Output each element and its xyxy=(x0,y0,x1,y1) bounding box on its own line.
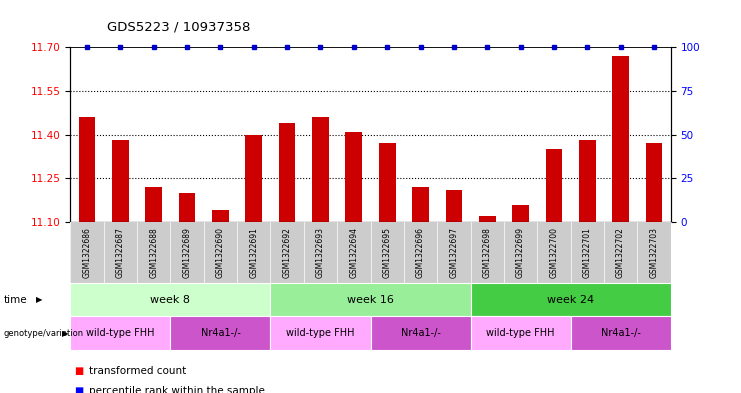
Text: wild-type FHH: wild-type FHH xyxy=(486,328,555,338)
Bar xyxy=(412,187,429,222)
Text: GSM1322691: GSM1322691 xyxy=(249,227,259,278)
Text: GSM1322695: GSM1322695 xyxy=(382,227,392,278)
Text: GSM1322702: GSM1322702 xyxy=(616,227,625,278)
Text: genotype/variation: genotype/variation xyxy=(4,329,84,338)
Text: percentile rank within the sample: percentile rank within the sample xyxy=(89,386,265,393)
Bar xyxy=(245,135,262,222)
Text: GSM1322686: GSM1322686 xyxy=(82,227,92,278)
Text: GSM1322693: GSM1322693 xyxy=(316,227,325,278)
Bar xyxy=(545,149,562,222)
Text: GSM1322692: GSM1322692 xyxy=(282,227,292,278)
Bar xyxy=(345,132,362,222)
Text: ▶: ▶ xyxy=(62,329,68,338)
Text: wild-type FHH: wild-type FHH xyxy=(86,328,155,338)
Text: GSM1322688: GSM1322688 xyxy=(149,227,159,278)
Bar xyxy=(212,210,229,222)
Text: ■: ■ xyxy=(74,386,83,393)
Text: week 24: week 24 xyxy=(547,295,594,305)
Bar xyxy=(112,140,129,222)
Bar xyxy=(79,117,96,222)
Text: GSM1322700: GSM1322700 xyxy=(549,227,559,278)
Bar xyxy=(579,140,596,222)
Text: GSM1322701: GSM1322701 xyxy=(582,227,592,278)
Text: GSM1322694: GSM1322694 xyxy=(349,227,359,278)
Text: ■: ■ xyxy=(74,366,83,376)
Text: GSM1322690: GSM1322690 xyxy=(216,227,225,278)
Bar xyxy=(279,123,296,222)
Text: wild-type FHH: wild-type FHH xyxy=(286,328,355,338)
Bar xyxy=(145,187,162,222)
Text: GSM1322696: GSM1322696 xyxy=(416,227,425,278)
Bar xyxy=(645,143,662,222)
Text: GSM1322689: GSM1322689 xyxy=(182,227,192,278)
Bar xyxy=(612,56,629,222)
Text: GSM1322687: GSM1322687 xyxy=(116,227,125,278)
Text: GSM1322703: GSM1322703 xyxy=(649,227,659,278)
Text: Nr4a1-/-: Nr4a1-/- xyxy=(601,328,640,338)
Text: Nr4a1-/-: Nr4a1-/- xyxy=(401,328,440,338)
Bar xyxy=(312,117,329,222)
Text: GSM1322699: GSM1322699 xyxy=(516,227,525,278)
Text: GDS5223 / 10937358: GDS5223 / 10937358 xyxy=(107,20,250,33)
Bar xyxy=(512,205,529,222)
Text: week 16: week 16 xyxy=(347,295,394,305)
Text: ▶: ▶ xyxy=(36,295,42,304)
Text: GSM1322697: GSM1322697 xyxy=(449,227,459,278)
Text: GSM1322698: GSM1322698 xyxy=(482,227,492,278)
Text: Nr4a1-/-: Nr4a1-/- xyxy=(201,328,240,338)
Bar xyxy=(179,193,196,222)
Bar xyxy=(479,216,496,222)
Text: week 8: week 8 xyxy=(150,295,190,305)
Text: transformed count: transformed count xyxy=(89,366,186,376)
Text: time: time xyxy=(4,295,27,305)
Bar xyxy=(445,190,462,222)
Bar xyxy=(379,143,396,222)
